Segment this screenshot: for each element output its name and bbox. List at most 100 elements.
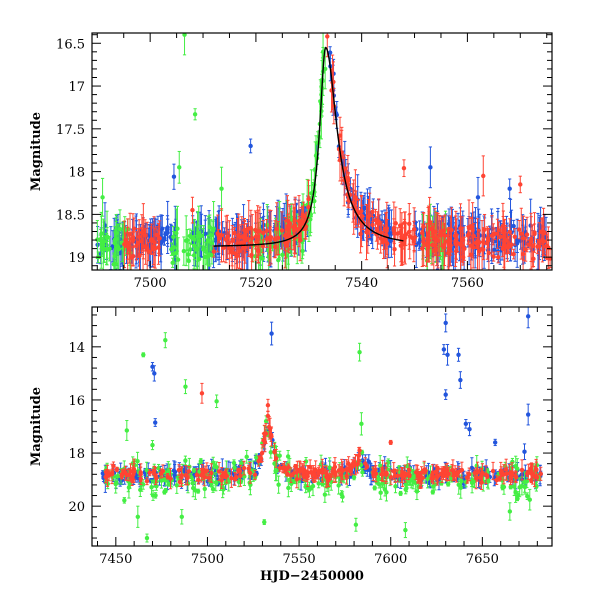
data-point <box>135 459 140 464</box>
data-point <box>211 226 216 231</box>
data-point <box>469 465 475 471</box>
data-point <box>496 228 501 233</box>
data-point <box>426 237 432 243</box>
outlier-point <box>475 195 481 200</box>
data-point <box>381 237 387 242</box>
data-point <box>515 238 520 243</box>
y-axis-label: Magnitude <box>29 112 44 191</box>
data-point <box>364 229 369 235</box>
data-point <box>407 221 412 227</box>
data-point <box>172 472 177 477</box>
data-point <box>264 228 269 233</box>
data-point <box>489 233 495 238</box>
data-point <box>209 241 214 246</box>
data-point <box>507 229 513 235</box>
data-point <box>165 225 170 230</box>
outlier-point <box>441 347 447 352</box>
data-point <box>442 233 448 238</box>
outlier-point <box>322 66 328 72</box>
data-point <box>230 238 235 244</box>
data-point <box>471 233 476 239</box>
data-point <box>442 242 447 247</box>
data-point <box>279 228 285 233</box>
data-point <box>215 231 220 236</box>
data-point <box>358 231 363 236</box>
data-point <box>191 243 197 249</box>
data-point <box>433 247 439 253</box>
outlier-point <box>492 440 498 445</box>
data-point <box>445 250 451 256</box>
data-point <box>495 254 501 260</box>
plot-area <box>95 33 552 270</box>
y-tick-label: 18 <box>68 166 85 181</box>
data-point <box>277 453 282 458</box>
outlier-point <box>171 174 177 179</box>
data-point <box>243 238 248 243</box>
data-point <box>248 226 254 231</box>
y-tick-label: 19 <box>68 251 85 266</box>
data-point <box>393 221 398 226</box>
data-point <box>261 230 266 236</box>
axes-frame <box>91 32 553 271</box>
outlier-point <box>467 426 472 432</box>
data-point <box>485 235 491 241</box>
outlier-point <box>177 165 182 170</box>
data-point <box>253 227 258 233</box>
outlier-point <box>428 165 433 170</box>
data-point <box>532 231 537 237</box>
data-point <box>276 257 281 263</box>
outlier-point <box>182 33 187 37</box>
data-point <box>366 214 371 220</box>
x-tick-label: 7560 <box>451 276 484 291</box>
data-point <box>186 258 191 264</box>
data-point <box>207 224 212 230</box>
x-tick-label: 7500 <box>134 276 167 291</box>
model-curve <box>213 46 404 247</box>
outlier-point <box>481 173 486 179</box>
data-point <box>99 231 104 236</box>
data-point <box>527 497 532 502</box>
data-point <box>169 247 174 252</box>
data-point <box>468 243 474 248</box>
data-point <box>98 236 103 242</box>
y-tick-label: 18.5 <box>56 208 85 223</box>
data-point <box>526 242 532 247</box>
data-point <box>280 252 285 258</box>
data-point <box>397 223 403 228</box>
outlier-point <box>463 421 469 427</box>
data-point <box>402 233 407 239</box>
data-point <box>257 228 263 234</box>
data-point <box>370 209 375 215</box>
data-point <box>473 240 479 246</box>
data-point <box>516 227 522 232</box>
data-point <box>282 240 288 245</box>
outlier-point <box>192 112 198 117</box>
data-point <box>175 257 181 262</box>
data-point <box>307 487 312 492</box>
outlier-point <box>518 182 523 187</box>
data-point <box>402 220 407 226</box>
data-point <box>531 256 536 262</box>
data-point <box>170 260 175 266</box>
data-point <box>300 248 305 254</box>
data-point <box>420 246 425 251</box>
x-tick-label: 7540 <box>345 276 378 291</box>
bottom-panel: 7450 7500 7550 7600 765014161820MagnitudeHJD… <box>29 306 553 584</box>
data-point <box>462 246 467 251</box>
data-point <box>111 262 117 267</box>
data-point <box>227 245 232 251</box>
data-point <box>519 231 524 236</box>
data-point <box>131 226 137 231</box>
outlier-point <box>458 377 463 383</box>
data-point <box>475 244 480 249</box>
outlier-point <box>443 392 448 397</box>
data-point <box>299 221 304 227</box>
data-point <box>268 234 274 240</box>
data-point <box>509 242 514 247</box>
series-2 <box>103 332 542 543</box>
data-point <box>125 244 130 249</box>
data-point <box>340 494 345 500</box>
outlier-point <box>522 449 527 454</box>
data-point <box>202 254 208 260</box>
data-point <box>130 234 136 240</box>
